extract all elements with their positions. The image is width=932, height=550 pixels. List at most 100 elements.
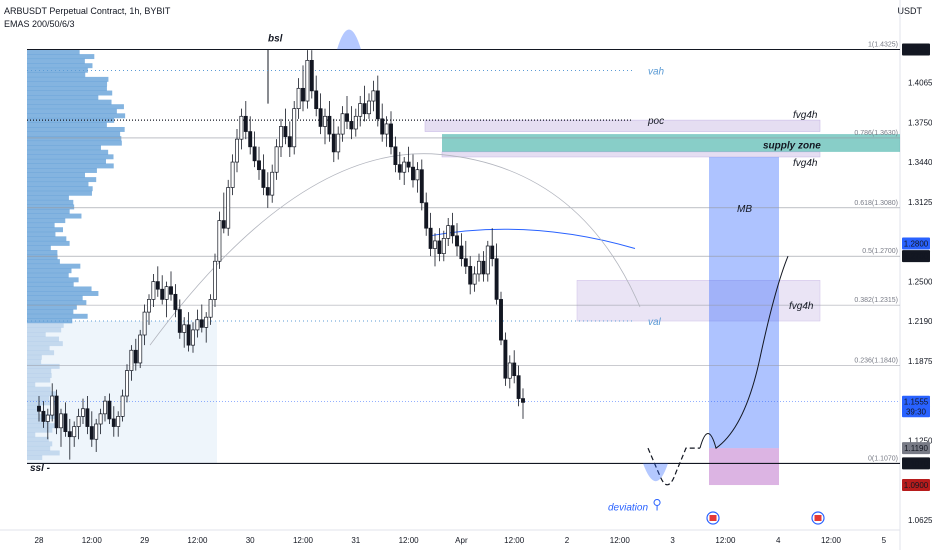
fib-level-label: 0.786(1.3630)	[854, 130, 898, 137]
candle-body	[499, 299, 503, 341]
candle-body	[384, 123, 389, 135]
candle-body	[261, 169, 266, 188]
volume-profile-bar	[27, 418, 50, 424]
candle-body	[340, 113, 345, 135]
volume-profile-bar	[27, 177, 97, 183]
vah-label: vah	[648, 67, 665, 78]
price-tick-label: 1.1250	[908, 437, 932, 446]
candle-body	[226, 187, 231, 229]
time-tick-label: 30	[246, 536, 255, 545]
price-tick-label: 1.0625	[908, 516, 932, 525]
volume-profile-bar	[27, 322, 64, 328]
candle-body	[459, 245, 464, 260]
time-tick-label: 12:00	[610, 536, 631, 545]
volume-profile	[27, 49, 217, 464]
candle-body	[67, 431, 72, 438]
price-label-text: 1.2800	[904, 239, 929, 248]
candle-body	[116, 416, 121, 427]
candle-body	[248, 131, 253, 148]
candle-body	[217, 220, 222, 262]
candle-body	[371, 90, 376, 102]
time-tick-label: 12:00	[293, 536, 314, 545]
candle-body	[270, 171, 275, 196]
fvg4h-label-top: fvg4h	[793, 110, 818, 121]
volume-profile-bar	[27, 149, 109, 155]
price-label-tag	[902, 479, 930, 492]
volume-profile-bar	[27, 163, 114, 169]
volume-profile-bar	[27, 295, 83, 301]
bsl-sweep-shape	[337, 29, 361, 50]
volume-profile-bar	[27, 445, 51, 451]
volume-profile-bar	[27, 104, 124, 110]
time-tick-label: 2	[565, 536, 570, 545]
candle-body	[129, 349, 134, 371]
candle-body	[239, 115, 244, 140]
volume-profile-bar	[27, 131, 121, 137]
candle-body	[296, 87, 301, 110]
candle-body	[362, 103, 367, 115]
candle-body	[331, 133, 336, 153]
candle-body	[151, 281, 156, 300]
volume-profile-bar	[27, 209, 70, 214]
candle-body	[72, 426, 77, 438]
candle-body	[177, 309, 182, 333]
volume-profile-bar	[27, 368, 52, 374]
volume-profile-bar	[27, 354, 42, 360]
price-tick-label: 1.3125	[908, 198, 932, 207]
candle-body	[182, 324, 187, 333]
candle-body	[252, 146, 257, 162]
volume-profile-bar	[27, 391, 57, 397]
volume-profile-bar	[27, 113, 126, 119]
volume-profile-bar	[27, 377, 51, 383]
chart-title: ARBUSDT Perpetual Contract, 1h, BYBIT	[4, 6, 171, 16]
volume-profile-bar	[27, 318, 73, 324]
candle-body	[314, 90, 319, 110]
price-label-tag	[902, 405, 930, 418]
candle-body	[235, 138, 239, 163]
fib-level-label: 0.618(1.3080)	[854, 200, 898, 207]
time-tick-label: 28	[35, 536, 44, 545]
candle-body	[111, 418, 116, 427]
candle-body	[336, 133, 341, 153]
volume-profile-bar	[27, 95, 99, 101]
fvg4h-zone-mid	[576, 280, 821, 322]
candle-body	[169, 286, 173, 295]
candle-body	[503, 339, 508, 379]
price-tick-label: 1.2190	[908, 317, 932, 326]
volume-profile-bar	[27, 126, 125, 132]
volume-profile-bar	[27, 145, 101, 151]
time-tick-label: 5	[882, 536, 887, 545]
volume-profile-bar	[27, 281, 74, 287]
volume-profile-bar	[27, 313, 88, 319]
val-label: val	[648, 317, 662, 328]
price-label-text: 1.1555	[904, 398, 929, 407]
time-tick-label: 4	[776, 536, 781, 545]
price-tick-label: 1.3440	[908, 158, 932, 167]
candle-body	[76, 416, 81, 427]
volume-profile-bar	[27, 259, 60, 265]
fib-level-label: 1(1.4325)	[868, 42, 898, 49]
volume-profile-bar	[27, 136, 122, 142]
candle-body	[243, 115, 248, 132]
candle-body	[477, 260, 481, 275]
candle-body	[406, 161, 411, 168]
candle-body	[208, 299, 213, 318]
candle-body	[323, 115, 327, 127]
candle-body	[213, 260, 217, 300]
price-label-text: 1.1190	[904, 444, 928, 453]
volume-profile-bar	[27, 240, 70, 246]
time-tick-label: 12:00	[504, 536, 525, 545]
candle-body	[415, 169, 420, 181]
candle-body	[472, 273, 477, 285]
volume-profile-bar	[27, 250, 58, 255]
candle-body	[397, 164, 402, 173]
candle-body	[279, 126, 283, 148]
candle-body	[274, 146, 279, 173]
candle-body	[380, 118, 385, 135]
candle-body	[358, 103, 363, 117]
volume-profile-bar	[27, 213, 82, 219]
candle-body	[353, 115, 358, 130]
price-label-tag	[902, 395, 930, 408]
volume-profile-bar	[27, 455, 43, 461]
